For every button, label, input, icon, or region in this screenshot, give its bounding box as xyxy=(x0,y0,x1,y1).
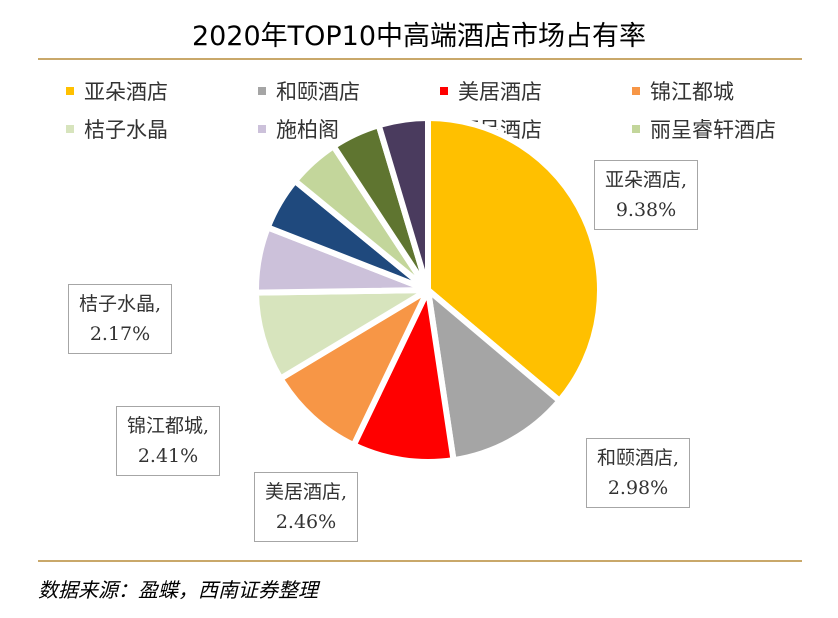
legend-label: 桔子水晶 xyxy=(84,118,168,142)
legend-swatch xyxy=(258,87,266,95)
legend-item: 美居酒店 xyxy=(440,76,632,106)
data-label-meiju: 美居酒店, 2.46% xyxy=(254,472,359,542)
pie-slice xyxy=(425,115,603,404)
data-label-value: 2.17% xyxy=(89,323,151,345)
data-label-name: 美居酒店, xyxy=(265,481,348,503)
data-label-value: 9.38% xyxy=(615,199,677,221)
data-label-heyi: 和颐酒店, 2.98% xyxy=(586,438,691,508)
legend-label: 亚朵酒店 xyxy=(84,80,168,104)
bottom-divider xyxy=(38,560,802,562)
legend-swatch xyxy=(258,125,266,133)
data-label-name: 和颐酒店, xyxy=(597,447,680,469)
legend-label: 美居酒店 xyxy=(458,80,542,104)
data-label-jinjiang: 锦江都城, 2.41% xyxy=(116,406,221,476)
legend-item: 和颐酒店 xyxy=(258,76,440,106)
top-divider xyxy=(38,58,802,60)
data-label-name: 亚朵酒店, xyxy=(605,169,688,191)
legend-item: 施柏阁 xyxy=(258,114,440,144)
data-label-yadu: 亚朵酒店, 9.38% xyxy=(594,160,699,230)
source-note: 数据来源：盈蝶，西南证券整理 xyxy=(38,578,318,602)
legend-swatch xyxy=(632,125,640,133)
data-label-juzi: 桔子水晶, 2.17% xyxy=(68,284,173,354)
legend-swatch xyxy=(440,87,448,95)
data-label-value: 2.98% xyxy=(607,477,669,499)
data-label-value: 2.46% xyxy=(275,511,337,533)
legend-label: 施柏阁 xyxy=(276,118,339,142)
pie-slice xyxy=(277,287,431,449)
pie-slice xyxy=(425,287,563,464)
data-label-value: 2.41% xyxy=(137,445,199,467)
legend-label: 和颐酒店 xyxy=(276,80,360,104)
data-label-name: 锦江都城, xyxy=(127,415,210,437)
legend-swatch xyxy=(66,125,74,133)
legend-item: 桔子水晶 xyxy=(66,114,258,144)
legend-swatch xyxy=(66,87,74,95)
legend-label: 丽呈睿轩酒店 xyxy=(650,118,776,142)
chart-title: 2020年TOP10中高端酒店市场占有率 xyxy=(191,21,647,52)
legend-item: 锦江都城 xyxy=(632,76,812,106)
data-label-name: 桔子水晶, xyxy=(79,293,162,315)
legend-label: 锦江都城 xyxy=(650,80,734,104)
pie-slice xyxy=(350,287,457,465)
legend-swatch xyxy=(632,87,640,95)
legend-item: 亚朵酒店 xyxy=(66,76,258,106)
legend-item: 丽呈睿轩酒店 xyxy=(632,114,812,144)
pie-slice xyxy=(375,115,431,293)
